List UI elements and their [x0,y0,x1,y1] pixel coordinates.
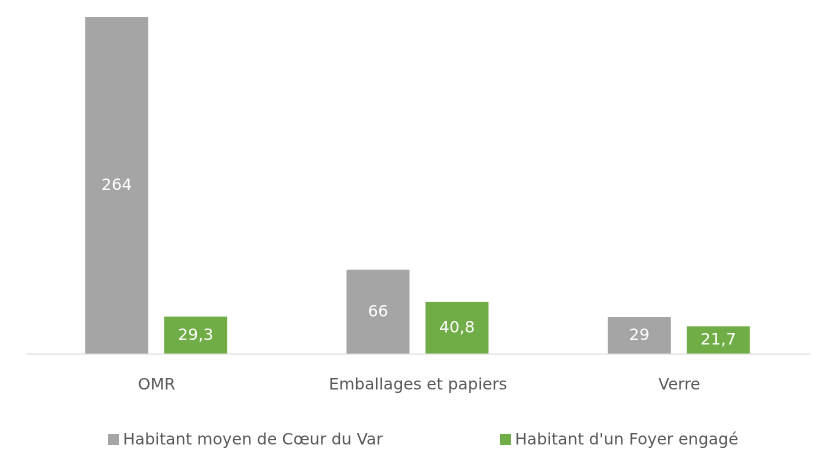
legend-label: Habitant moyen de Cœur du Var [123,430,383,449]
data-label: 21,7 [701,330,737,349]
data-label: 29,3 [178,325,214,344]
x-tick-label: Emballages et papiers [329,375,507,394]
legend-swatch [500,434,511,445]
data-label: 40,8 [439,317,475,336]
bar [607,316,671,354]
bar [164,316,228,354]
x-tick-label: OMR [138,375,176,394]
legend-swatch [108,434,119,445]
bar [425,301,489,354]
bar [686,326,750,354]
data-label: 29 [629,325,649,344]
data-label: 264 [101,175,132,194]
legend-label: Habitant d'un Foyer engagé [515,430,738,449]
bar [346,269,410,354]
data-label: 66 [368,301,388,320]
bar [85,17,149,354]
x-tick-label: Verre [658,375,700,394]
